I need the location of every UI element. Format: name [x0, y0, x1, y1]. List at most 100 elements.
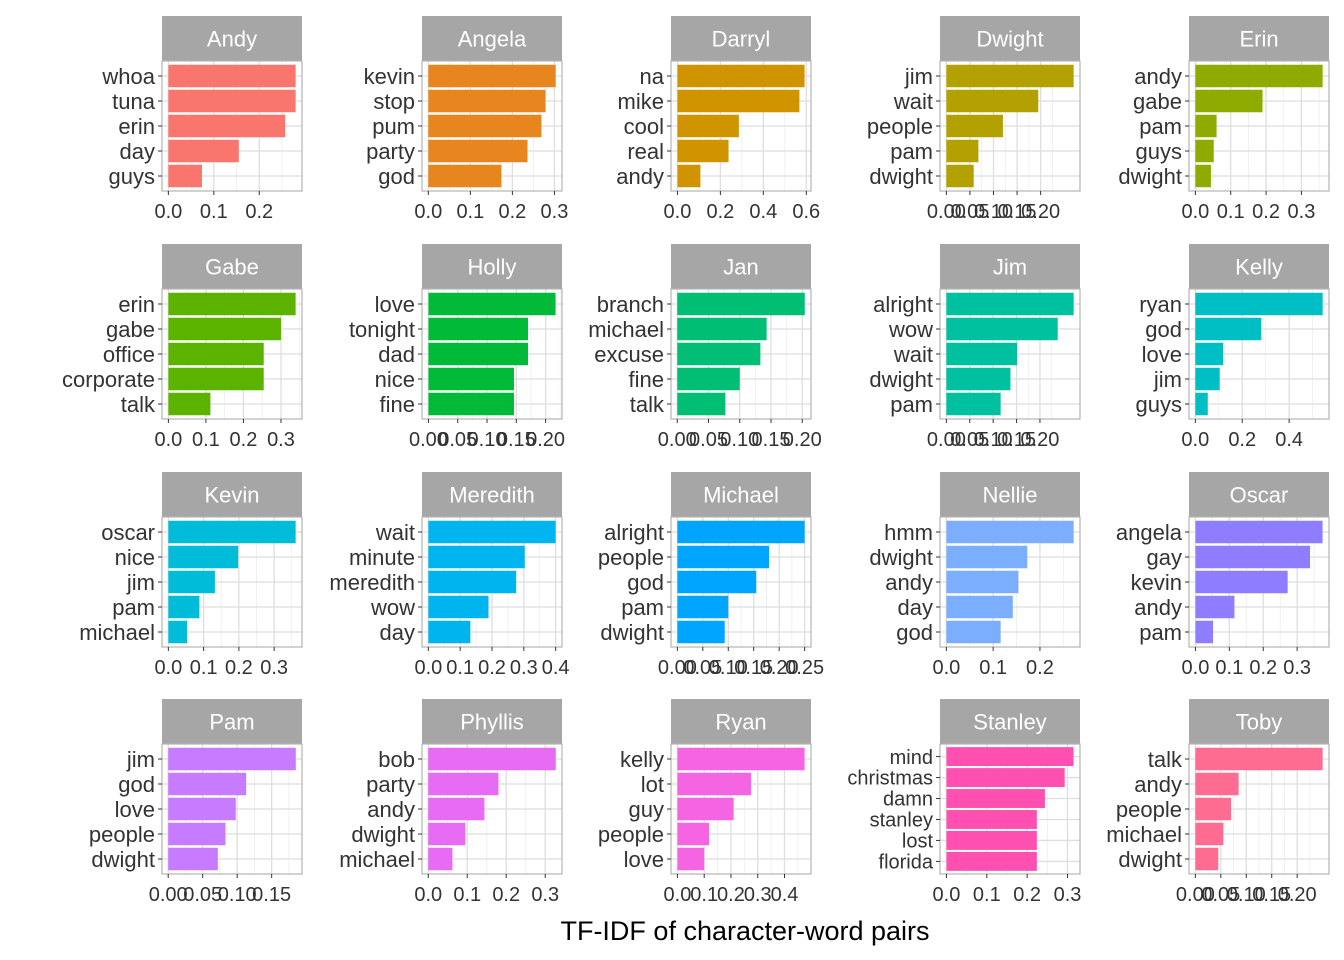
x-tick-label: 0.3 — [267, 429, 295, 451]
y-tick-label: erin — [118, 114, 155, 139]
bar-dwight-dwight — [946, 164, 974, 188]
bar-stanley-christmas — [946, 768, 1065, 787]
y-tick-label: pam — [890, 392, 933, 417]
y-tick-label: damn — [883, 789, 933, 811]
bar-darryl-andy — [677, 164, 701, 188]
x-tick-label: 0.0 — [664, 201, 692, 223]
bar-kelly-love — [1195, 342, 1224, 366]
panel-jan: Janbranchmichaelexcusefinetalk0.000.050.… — [588, 244, 822, 451]
y-tick-label: lot — [641, 772, 664, 797]
y-tick-label: cool — [624, 114, 664, 139]
y-tick-label: nice — [115, 545, 155, 570]
bar-jim-dwight — [946, 367, 1011, 391]
y-tick-label: love — [1142, 342, 1182, 367]
x-tick-label: 0.05 — [689, 429, 728, 451]
bar-andy-erin — [168, 114, 286, 138]
x-tick-label: 0.0 — [154, 429, 182, 451]
y-tick-label: pam — [1139, 620, 1182, 645]
facet-strip-label: Stanley — [973, 710, 1046, 735]
y-tick-label: na — [640, 64, 665, 89]
y-tick-label: day — [120, 139, 155, 164]
facet-strip — [422, 244, 562, 289]
bar-angela-party — [428, 139, 528, 163]
x-tick-label: 0.15 — [1252, 884, 1291, 906]
bar-gabe-talk — [168, 392, 211, 416]
x-tick-label: 0.0 — [1182, 657, 1210, 679]
x-tick-label: 0.05 — [438, 429, 477, 451]
bar-phyllis-party — [428, 772, 499, 796]
x-tick-label: 0.0 — [664, 884, 692, 906]
x-tick-label: 0.2 — [492, 884, 520, 906]
y-tick-label: god — [118, 772, 155, 797]
x-tick-label: 0.1 — [446, 657, 474, 679]
y-tick-label: love — [624, 847, 664, 872]
y-tick-label: alright — [873, 292, 933, 317]
y-tick-label: branch — [597, 292, 664, 317]
bar-dwight-pam — [946, 139, 979, 163]
y-tick-label: wait — [893, 342, 933, 367]
bar-stanley-florida — [946, 851, 1037, 871]
y-tick-label: dwight — [1118, 847, 1182, 872]
y-tick-label: bob — [378, 747, 415, 772]
bar-andy-guys — [168, 164, 202, 188]
x-tick-label: 0.15 — [497, 429, 536, 451]
bar-jan-fine — [677, 367, 740, 391]
bar-darryl-real — [677, 139, 729, 163]
x-tick-label: 0.00 — [927, 201, 966, 223]
x-tick-label: 0.3 — [531, 884, 559, 906]
y-tick-label: dwight — [869, 545, 933, 570]
x-tick-label: 0.15 — [734, 657, 773, 679]
y-tick-label: stanley — [870, 810, 933, 832]
y-tick-label: god — [627, 570, 664, 595]
y-tick-label: wow — [370, 595, 415, 620]
facet-strip-label: Angela — [458, 27, 527, 52]
x-tick-label: 0.2 — [1026, 657, 1054, 679]
y-tick-label: god — [1145, 317, 1182, 342]
bar-oscar-pam — [1195, 620, 1214, 644]
y-tick-label: wow — [888, 317, 933, 342]
bar-kevin-jim — [168, 570, 215, 594]
facet-strip — [1189, 244, 1329, 289]
y-tick-label: florida — [879, 852, 934, 874]
facet-strip-label: Meredith — [449, 483, 535, 508]
y-tick-label: michael — [79, 620, 155, 645]
bar-kelly-god — [1195, 317, 1262, 341]
bar-phyllis-andy — [428, 797, 485, 821]
bar-angela-pum — [428, 114, 542, 138]
facet-strip-label: Pam — [209, 710, 254, 735]
bar-pam-people — [168, 822, 226, 846]
facet-strip — [1189, 699, 1329, 744]
y-tick-label: dwight — [869, 367, 933, 392]
y-tick-label: andy — [1134, 772, 1182, 797]
bar-kevin-pam — [168, 595, 200, 619]
bar-darryl-na — [677, 64, 805, 88]
y-tick-label: stop — [373, 89, 415, 114]
x-tick-label: 0.00 — [658, 429, 697, 451]
x-tick-label: 0.20 — [783, 429, 822, 451]
bar-stanley-damn — [946, 789, 1045, 808]
y-tick-label: erin — [118, 292, 155, 317]
y-tick-label: people — [1116, 797, 1182, 822]
y-tick-label: meredith — [329, 570, 415, 595]
y-tick-label: andy — [367, 797, 415, 822]
x-tick-label: 0.4 — [749, 201, 777, 223]
x-tick-label: 0.00 — [1176, 884, 1215, 906]
y-tick-label: fine — [629, 367, 664, 392]
y-tick-label: jim — [904, 64, 933, 89]
x-tick-label: 0.2 — [230, 429, 258, 451]
x-tick-label: 0.10 — [709, 657, 748, 679]
y-tick-label: people — [598, 822, 664, 847]
x-tick-label: 0.25 — [785, 657, 824, 679]
x-tick-label: 0.05 — [950, 429, 989, 451]
facet-strip — [940, 244, 1080, 289]
bar-toby-andy — [1195, 772, 1239, 796]
facet-strip — [671, 699, 811, 744]
bar-darryl-mike — [677, 89, 800, 113]
